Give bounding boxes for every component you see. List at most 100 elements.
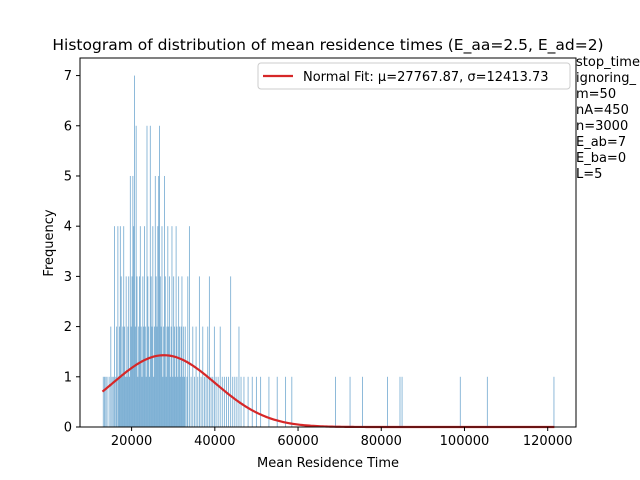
annotation-stop-time: stop_time [576, 55, 640, 70]
histogram-bar [192, 326, 194, 427]
histogram-bar [226, 376, 227, 427]
histogram-bar [110, 326, 112, 427]
histogram-bar [200, 376, 202, 427]
histogram-bars [102, 75, 555, 428]
histogram-bar [174, 376, 176, 427]
histogram-bar [115, 376, 117, 427]
histogram-bar [134, 75, 135, 428]
histogram-bar [217, 376, 219, 427]
histogram-bar [335, 376, 336, 427]
histogram-bar [108, 376, 110, 427]
histogram-bar [148, 326, 150, 427]
histogram-bar [236, 376, 238, 427]
histogram-bar [184, 326, 186, 427]
histogram-bar [137, 376, 139, 427]
histogram-bar [140, 326, 142, 427]
x-tick-label: 60000 [277, 434, 318, 449]
histogram-bar [285, 376, 287, 427]
histogram-bar [210, 376, 212, 427]
histogram-bar [154, 175, 156, 427]
histogram-bar [182, 376, 184, 427]
histogram-bar [163, 326, 165, 427]
histogram-bar [121, 376, 123, 427]
histogram-bar [138, 326, 140, 427]
histogram-bar [167, 226, 169, 427]
histogram-bar [171, 226, 173, 427]
histogram-bar [145, 376, 147, 427]
histogram-bar [230, 276, 232, 427]
histogram-bar [124, 376, 126, 427]
histogram-bar [173, 326, 175, 427]
histogram-bar [154, 326, 155, 427]
histogram-bar [156, 326, 158, 427]
y-axis-label: Frequency [42, 209, 57, 276]
histogram-bar [240, 376, 242, 427]
histogram-bar [118, 376, 120, 427]
histogram-bar [202, 326, 204, 427]
histogram-bar [212, 376, 214, 427]
histogram-bar [178, 326, 180, 427]
histogram-bar [251, 376, 253, 427]
histogram-bar [142, 276, 144, 427]
annotation-n: n=3000 [576, 119, 629, 134]
histogram-bar [177, 376, 179, 427]
histogram-bar [255, 376, 257, 427]
histogram-bar [215, 376, 217, 427]
histogram-bar [158, 175, 160, 427]
y-tick-label: 5 [64, 169, 72, 184]
histogram-bar [459, 376, 461, 427]
histogram-bar [129, 376, 130, 427]
y-tick-label: 6 [64, 119, 72, 134]
histogram-bar [173, 276, 175, 427]
legend: Normal Fit: μ=27767.87, σ=12413.73 [257, 62, 571, 90]
histogram-bar [131, 276, 133, 427]
y-tick-label: 1 [64, 370, 72, 385]
histogram-bar [150, 276, 152, 427]
histogram-bar [203, 376, 205, 427]
histogram-bar [139, 226, 141, 427]
histogram-bar [190, 376, 192, 427]
histogram-bar [243, 376, 245, 427]
annotation-l: L=5 [576, 167, 603, 182]
histogram-bar [149, 125, 151, 427]
plot-frame [79, 57, 577, 428]
histogram-bar [144, 326, 146, 427]
x-axis-ticks: 20000 40000 60000 80000 100000 120000 [111, 427, 573, 449]
histogram-bar [180, 326, 182, 427]
histogram-bar [170, 326, 172, 427]
histogram-bar [188, 226, 190, 427]
histogram-bar [122, 326, 124, 427]
histogram-bar [152, 226, 154, 427]
histogram-bar [116, 326, 118, 427]
chart-title: Histogram of distribution of mean reside… [52, 36, 603, 55]
histogram-bar [486, 376, 488, 427]
histogram-bar [181, 276, 183, 427]
annotation-na: nA=450 [576, 103, 629, 118]
histogram-bar [149, 376, 150, 427]
histogram-bar [161, 226, 163, 427]
histogram-bar [193, 376, 195, 427]
histogram-bar [151, 326, 153, 427]
histogram-bar [179, 376, 181, 427]
histogram-bar [139, 276, 140, 427]
x-tick-label: 40000 [194, 434, 235, 449]
histogram-bar [187, 276, 189, 427]
histogram-bar [129, 175, 131, 427]
x-axis-label: Mean Residence Time [257, 456, 399, 471]
histogram-bar [104, 376, 106, 427]
histogram-bar [165, 376, 167, 427]
histogram-bar [127, 326, 129, 427]
histogram-bar [126, 376, 128, 427]
histogram-bar [128, 276, 130, 427]
histogram-bar [166, 326, 168, 427]
histogram-bar [160, 326, 162, 427]
histogram-bar [197, 376, 199, 427]
x-tick-label: 80000 [361, 434, 402, 449]
histogram-bar [205, 376, 207, 427]
annotation-e-ba: E_ba=0 [576, 151, 627, 166]
histogram-bar [175, 226, 177, 427]
histogram-bar [219, 326, 221, 427]
histogram-bar [228, 376, 230, 427]
histogram-bar [133, 226, 135, 427]
histogram-bar [123, 226, 125, 427]
